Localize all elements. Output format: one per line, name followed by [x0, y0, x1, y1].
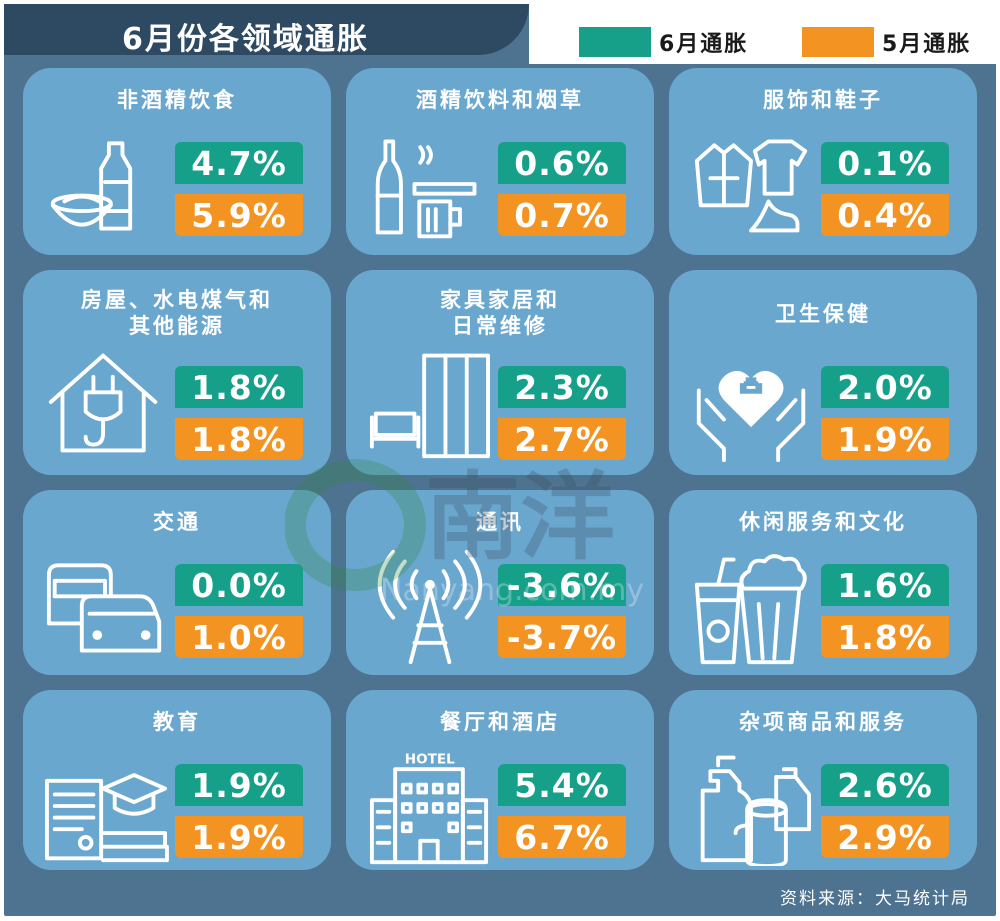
- category-title: 通讯: [476, 510, 524, 534]
- legend-label-may: 5月通胀: [882, 32, 972, 57]
- may-inflation-value: 1.9%: [175, 816, 303, 858]
- category-card: 非酒精饮食 4.7% 5.9%: [23, 68, 331, 255]
- category-card: 休闲服务和文化 1.6% 1.8%: [669, 490, 977, 675]
- hotel-sign-text: HOTEL: [405, 751, 455, 767]
- may-inflation-value: 2.9%: [821, 816, 949, 858]
- house-plug-icon: [48, 353, 158, 453]
- category-card: 家具家居和 日常维修 2.3% 2.7%: [346, 270, 654, 475]
- june-inflation-value: -3.6%: [498, 564, 626, 606]
- category-title: 餐厅和酒店: [440, 710, 560, 734]
- category-card: 杂项商品和服务 2.6% 2.9%: [669, 690, 977, 870]
- category-card: 教育 1.9% 1.9%: [23, 690, 331, 870]
- may-inflation-value: 1.8%: [175, 418, 303, 460]
- beer-cigarette-icon: [375, 139, 477, 239]
- category-title: 酒精饮料和烟草: [416, 88, 584, 112]
- june-inflation-value: 0.0%: [175, 564, 303, 606]
- category-card: 房屋、水电煤气和 其他能源 1.8% 1.8%: [23, 270, 331, 475]
- category-title: 交通: [153, 510, 201, 534]
- popcorn-drink-icon: [694, 554, 807, 665]
- june-inflation-value: 1.8%: [175, 366, 303, 408]
- june-inflation-value: 1.9%: [175, 764, 303, 806]
- category-title: 非酒精饮食: [117, 88, 237, 112]
- category-title: 杂项商品和服务: [739, 710, 907, 734]
- health-hands-icon: [696, 370, 806, 462]
- graduation-icon: [45, 773, 169, 863]
- may-inflation-value: 1.8%: [821, 616, 949, 658]
- legend-label-june: 6月通胀: [659, 32, 749, 57]
- category-card: 酒精饮料和烟草 0.6% 0.7%: [346, 68, 654, 255]
- category-card: 通讯 -3.6% -3.7%: [346, 490, 654, 675]
- cleaning-supplies-icon: [700, 755, 812, 866]
- hotel-icon: HOTEL: [369, 751, 489, 865]
- june-inflation-value: 0.6%: [498, 142, 626, 184]
- may-inflation-value: 2.7%: [498, 418, 626, 460]
- may-inflation-value: 5.9%: [175, 194, 303, 236]
- may-inflation-value: 1.0%: [175, 616, 303, 658]
- source-note: 资料来源：大马统计局: [780, 889, 970, 909]
- antenna-tower-icon: [377, 549, 483, 665]
- furniture-icon: [369, 353, 490, 459]
- category-card: 服饰和鞋子 0.1% 0.4%: [669, 68, 977, 255]
- category-card: 卫生保健 2.0% 1.9%: [669, 270, 977, 475]
- may-inflation-value: 0.7%: [498, 194, 626, 236]
- legend-item-june: 6月通胀: [579, 26, 748, 58]
- category-title: 教育: [153, 710, 201, 734]
- may-inflation-value: 1.9%: [821, 418, 949, 460]
- legend-swatch-june: [579, 27, 651, 57]
- may-inflation-value: 6.7%: [498, 816, 626, 858]
- june-inflation-value: 2.3%: [498, 366, 626, 408]
- clothing-icon: [694, 139, 808, 233]
- bottle-bowl-icon: [50, 141, 133, 231]
- june-inflation-value: 4.7%: [175, 142, 303, 184]
- category-title: 卫生保健: [775, 302, 871, 326]
- category-title-line2: 其他能源: [129, 314, 225, 338]
- june-inflation-value: 0.1%: [821, 142, 949, 184]
- may-inflation-value: 0.4%: [821, 194, 949, 236]
- june-inflation-value: 2.6%: [821, 764, 949, 806]
- legend: 6月通胀 5月通胀: [529, 4, 996, 64]
- legend-item-may: 5月通胀: [802, 26, 971, 58]
- page-title: 6月份各领域通胀: [122, 22, 369, 57]
- legend-swatch-may: [802, 27, 874, 57]
- cars-icon: [46, 563, 162, 653]
- category-card: 餐厅和酒店 5.4% 6.7% HOTEL: [346, 690, 654, 870]
- title-bar: 6月份各领域通胀: [4, 4, 529, 57]
- june-inflation-value: 1.6%: [821, 564, 949, 606]
- june-inflation-value: 2.0%: [821, 366, 949, 408]
- category-card: 交通 0.0% 1.0%: [23, 490, 331, 675]
- june-inflation-value: 5.4%: [498, 764, 626, 806]
- category-title: 休闲服务和文化: [739, 510, 907, 534]
- category-title-line2: 日常维修: [452, 314, 548, 338]
- category-title: 房屋、水电煤气和: [81, 288, 273, 312]
- may-inflation-value: -3.7%: [498, 616, 626, 658]
- category-title: 服饰和鞋子: [763, 88, 883, 112]
- category-title: 家具家居和: [440, 288, 560, 312]
